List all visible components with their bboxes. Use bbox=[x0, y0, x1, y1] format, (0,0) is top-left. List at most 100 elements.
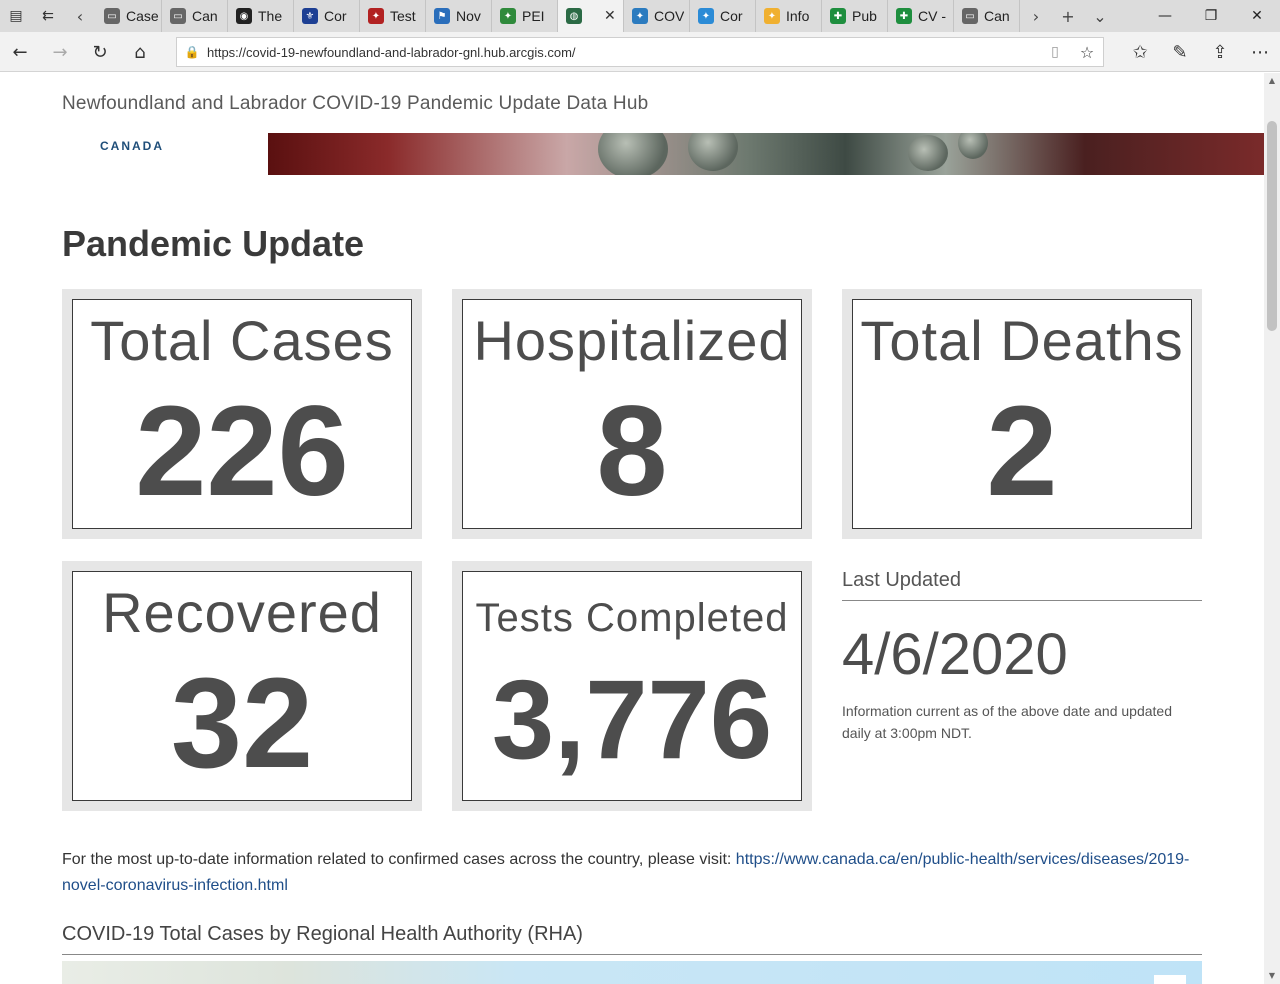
hospitalized-value: 8 bbox=[596, 380, 668, 523]
tab-scroll-left-icon[interactable]: ‹ bbox=[76, 6, 84, 26]
recovered-value: 32 bbox=[170, 652, 314, 795]
flag-icon: ⚑ bbox=[434, 8, 450, 24]
pen-icon[interactable]: ✎ bbox=[1172, 41, 1188, 63]
scrollbar-thumb[interactable] bbox=[1267, 121, 1277, 331]
globe-icon: ◍ bbox=[566, 8, 582, 24]
tab-title: Info bbox=[786, 8, 810, 24]
tab-list-chevron-icon[interactable]: ⌄ bbox=[1093, 6, 1107, 26]
tab-title: Can bbox=[192, 8, 218, 24]
tab-title: Pub bbox=[852, 8, 877, 24]
rha-section-title: COVID-19 Total Cases by Regional Health … bbox=[62, 923, 1202, 955]
browser-tab[interactable]: ▭ Can bbox=[954, 0, 1020, 32]
logo-icon: ✦ bbox=[698, 8, 714, 24]
plus-icon: ✚ bbox=[830, 8, 846, 24]
favorite-star-icon[interactable]: ☆ bbox=[1079, 42, 1095, 62]
total-cases-card: Total Cases 226 bbox=[62, 289, 422, 539]
browser-tab[interactable]: ✦ Info bbox=[756, 0, 822, 32]
browser-tab[interactable]: ▭ Case bbox=[96, 0, 162, 32]
total-cases-label: Total Cases bbox=[90, 309, 394, 372]
last-updated-date: 4/6/2020 bbox=[842, 622, 1068, 687]
hospitalized-label: Hospitalized bbox=[473, 309, 791, 372]
tab-actions-icon[interactable]: ▤ bbox=[9, 8, 23, 24]
last-updated-label: Last Updated bbox=[842, 569, 1202, 601]
last-updated-note: Information current as of the above date… bbox=[842, 703, 1173, 741]
new-tab-icon[interactable]: + bbox=[1061, 6, 1075, 26]
total-deaths-card: Total Deaths 2 bbox=[842, 289, 1202, 539]
canada-info-link[interactable]: https://www.canada.ca/en/public-health/s… bbox=[62, 851, 1190, 894]
header-banner-image bbox=[268, 133, 1264, 175]
section-title: Pandemic Update bbox=[62, 223, 365, 264]
browser-tab[interactable]: ✦ Cor bbox=[690, 0, 756, 32]
tab-title: Test bbox=[390, 8, 416, 24]
shield-icon: ◉ bbox=[236, 8, 252, 24]
last-updated-block: Last Updated 4/6/2020 Information curren… bbox=[842, 569, 1202, 744]
logo-icon: ✦ bbox=[500, 8, 516, 24]
refresh-icon[interactable]: ↻ bbox=[92, 41, 108, 63]
browser-tab[interactable]: ◍ ✕ bbox=[558, 0, 624, 32]
browser-tab[interactable]: ✚ Pub bbox=[822, 0, 888, 32]
canada-logo: CANADA bbox=[100, 139, 164, 153]
logo-icon: ✦ bbox=[764, 8, 780, 24]
total-deaths-card-body: Total Deaths 2 bbox=[852, 299, 1192, 529]
close-tab-icon[interactable]: ✕ bbox=[604, 8, 616, 24]
browser-tab[interactable]: ✦ COV bbox=[624, 0, 690, 32]
back-icon[interactable]: ← bbox=[12, 41, 28, 63]
page-scrollbar[interactable]: ▲ ▼ bbox=[1264, 73, 1280, 984]
browser-tab[interactable]: ▭ Can bbox=[162, 0, 228, 32]
restore-icon[interactable]: ❐ bbox=[1204, 8, 1218, 24]
tests-completed-card-body: Tests Completed 3,776 bbox=[462, 571, 802, 801]
tab-bar: ▤ ⇇ ‹ ▭ Case ▭ Can ◉ The ⚜ Cor ✦ Test ⚑ Nov ✦ PEI ◍ ✕ ✦ C… bbox=[0, 0, 1280, 32]
minimize-icon[interactable]: — bbox=[1158, 8, 1172, 24]
web-page: Newfoundland and Labrador COVID-19 Pande… bbox=[0, 73, 1264, 984]
map-zoom-control[interactable] bbox=[1154, 975, 1186, 984]
tab-title: PEI bbox=[522, 8, 545, 24]
page-icon: ▭ bbox=[962, 8, 978, 24]
navigation-bar: ← → ↻ ⌂ 🔒 https://covid-19-newfoundland-… bbox=[0, 32, 1280, 72]
browser-tab[interactable]: ✦ PEI bbox=[492, 0, 558, 32]
browser-tab[interactable]: ⚑ Nov bbox=[426, 0, 492, 32]
url-text[interactable]: https://covid-19-newfoundland-and-labrad… bbox=[207, 44, 576, 60]
tab-title: Case bbox=[126, 8, 159, 24]
tab-title: CV - bbox=[918, 8, 946, 24]
total-deaths-value: 2 bbox=[986, 380, 1058, 523]
favorites-hub-icon[interactable]: ✩ bbox=[1132, 41, 1148, 63]
page-icon: ▭ bbox=[170, 8, 186, 24]
tab-strip: ▭ Case ▭ Can ◉ The ⚜ Cor ✦ Test ⚑ Nov ✦ PEI ◍ ✕ ✦ COV ✦ Cor… bbox=[96, 0, 1020, 32]
scroll-down-icon[interactable]: ▼ bbox=[1268, 971, 1276, 980]
browser-tab[interactable]: ✚ CV - bbox=[888, 0, 954, 32]
total-cases-value: 226 bbox=[135, 380, 349, 523]
tests-completed-value: 3,776 bbox=[491, 657, 773, 782]
scroll-up-icon[interactable]: ▲ bbox=[1268, 76, 1276, 85]
logo-icon: ✦ bbox=[368, 8, 384, 24]
total-cases-card-body: Total Cases 226 bbox=[72, 299, 412, 529]
lock-icon: 🔒 bbox=[184, 45, 200, 59]
tab-title: Nov bbox=[456, 8, 481, 24]
info-text: For the most up-to-date information rela… bbox=[62, 851, 736, 868]
forward-icon[interactable]: → bbox=[52, 41, 68, 63]
reading-view-icon[interactable]: ▯ bbox=[1051, 44, 1059, 60]
address-bar[interactable]: 🔒 https://covid-19-newfoundland-and-labr… bbox=[176, 37, 1104, 67]
tab-title: Cor bbox=[720, 8, 743, 24]
tab-scroll-right-icon[interactable]: › bbox=[1032, 6, 1040, 26]
more-menu-icon[interactable]: ⋯ bbox=[1251, 41, 1269, 63]
logo-icon: ✦ bbox=[632, 8, 648, 24]
close-window-icon[interactable]: ✕ bbox=[1251, 8, 1263, 24]
tab-title: Can bbox=[984, 8, 1010, 24]
home-icon[interactable]: ⌂ bbox=[134, 41, 146, 63]
tests-completed-label: Tests Completed bbox=[475, 596, 789, 640]
browser-tab[interactable]: ⚜ Cor bbox=[294, 0, 360, 32]
rha-map[interactable] bbox=[62, 961, 1202, 984]
share-icon[interactable]: ⇪ bbox=[1212, 41, 1228, 63]
browser-tab[interactable]: ◉ The bbox=[228, 0, 294, 32]
recovered-card-body: Recovered 32 bbox=[72, 571, 412, 801]
plus-icon: ✚ bbox=[896, 8, 912, 24]
total-deaths-label: Total Deaths bbox=[860, 309, 1184, 372]
browser-tab[interactable]: ✦ Test bbox=[360, 0, 426, 32]
set-aside-tabs-icon[interactable]: ⇇ bbox=[42, 8, 54, 24]
hub-title[interactable]: Newfoundland and Labrador COVID-19 Pande… bbox=[62, 93, 649, 114]
tab-title: The bbox=[258, 8, 283, 24]
recovered-label: Recovered bbox=[102, 581, 382, 644]
fleur-de-lis-icon: ⚜ bbox=[302, 8, 318, 24]
page-icon: ▭ bbox=[104, 8, 120, 24]
hospitalized-card: Hospitalized 8 bbox=[452, 289, 812, 539]
